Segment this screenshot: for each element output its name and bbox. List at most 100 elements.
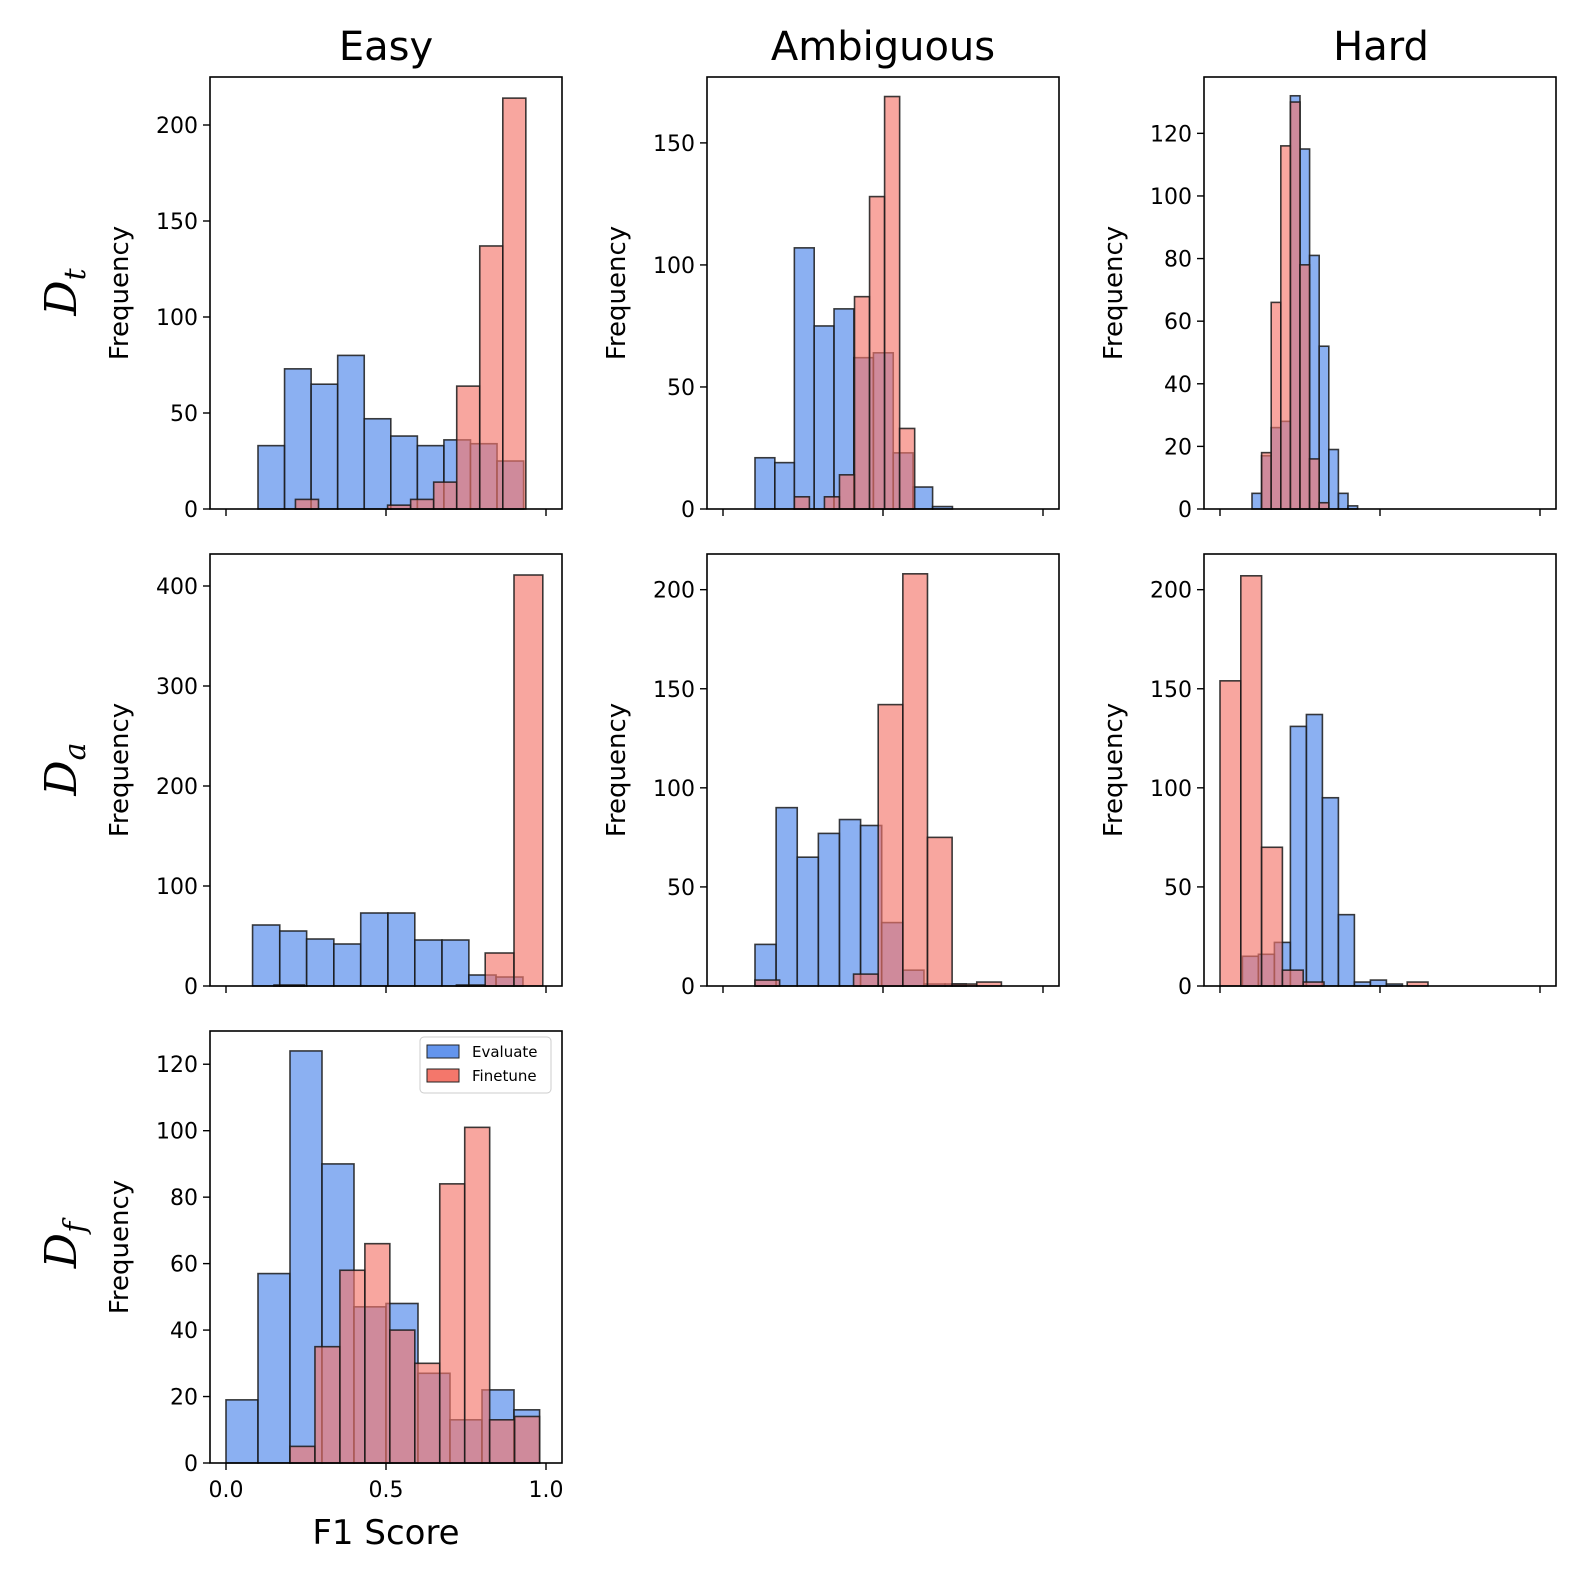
y-tick-label: 150 — [653, 132, 695, 157]
y-axis-label: Frequency — [105, 703, 135, 837]
bar-evaluate — [310, 383, 339, 510]
bar-finetune — [294, 498, 320, 510]
column-title-easy: Easy — [339, 24, 433, 70]
bar-evaluate — [305, 938, 335, 987]
bar-finetune — [1280, 145, 1292, 510]
y-tick-label: 200 — [1150, 579, 1192, 604]
legend-finetune-label: Finetune — [472, 1067, 537, 1085]
bar-finetune — [868, 195, 886, 510]
bar-finetune — [409, 498, 435, 510]
bar-evaluate — [441, 939, 470, 987]
panel-dt-easy: 0 50 100 150 200 Frequency — [105, 76, 563, 523]
bar-evaluate — [754, 456, 776, 510]
bar-finetune — [488, 1419, 516, 1464]
column-title-hard: Hard — [1333, 24, 1429, 70]
bar-finetune — [513, 1415, 541, 1464]
row-label-dt-script: D — [36, 280, 87, 316]
bar-evaluate — [793, 247, 815, 510]
row-label-dt-sub: t — [58, 267, 93, 280]
y-tick-label: 80 — [1164, 248, 1192, 273]
bar-evaluate — [1318, 345, 1330, 510]
bar-finetune — [413, 1362, 441, 1464]
y-tick-label: 100 — [156, 1120, 198, 1145]
bar-finetune — [1281, 969, 1305, 987]
bar-evaluate — [278, 930, 308, 987]
bar-finetune — [1299, 264, 1311, 510]
bar-finetune — [1318, 501, 1330, 510]
bar-finetune — [339, 1269, 366, 1464]
bar-evaluate — [838, 818, 862, 987]
bar-evaluate — [1328, 448, 1340, 510]
bar-evaluate — [1251, 492, 1263, 510]
bar-evaluate — [1289, 725, 1308, 987]
bar-evaluate — [1369, 979, 1388, 987]
row-label-da-sub: a — [58, 742, 93, 760]
y-tick-label: 200 — [156, 114, 198, 139]
y-tick-label: 150 — [1150, 678, 1192, 703]
bar-evaluate — [283, 368, 312, 510]
bar-evaluate — [225, 1399, 259, 1464]
y-tick-label: 40 — [170, 1319, 198, 1344]
y-tick-label: 60 — [170, 1253, 198, 1278]
y-tick-label: 150 — [653, 678, 695, 703]
y-tick-label: 100 — [156, 875, 198, 900]
y-tick-label: 0 — [681, 498, 695, 523]
bar-finetune — [1260, 451, 1272, 510]
y-tick-label: 50 — [667, 376, 695, 401]
bar-finetune — [455, 385, 481, 510]
y-tick-label: 80 — [170, 1186, 198, 1211]
y-tick-label: 0 — [184, 1452, 198, 1477]
bar-finetune — [389, 1329, 416, 1464]
row-label-df: Df — [36, 1217, 93, 1269]
panel-dt-hard: 0 20 40 60 80 100 120 Frequency — [1099, 76, 1557, 523]
bar-finetune — [463, 1126, 491, 1464]
bar-finetune — [883, 95, 901, 510]
bar-finetune — [853, 295, 871, 510]
bar-finetune — [877, 703, 904, 987]
bar-finetune — [364, 1242, 391, 1464]
x-tick-label: 1.0 — [529, 1478, 564, 1503]
y-tick-label: 20 — [170, 1386, 198, 1411]
bar-evaluate — [363, 417, 392, 510]
bar-finetune — [501, 97, 527, 510]
row-label-dt: Dt — [36, 267, 93, 316]
legend-finetune-swatch — [426, 1068, 460, 1083]
x-tick-label: 0.0 — [209, 1478, 244, 1503]
bar-finetune — [1260, 846, 1284, 987]
panel-da-easy: 0 100 200 300 400 Frequency — [105, 553, 563, 1000]
bar-finetune — [754, 979, 781, 987]
y-tick-label: 40 — [1164, 373, 1192, 398]
bar-evaluate — [336, 354, 366, 510]
axes-frame — [1203, 76, 1557, 510]
panel-da-ambiguous: 0 50 100 150 200 Frequency — [602, 553, 1060, 1000]
panel-dt-ambiguous: 0 50 100 150 Frequency — [602, 76, 1060, 523]
y-tick-label: 100 — [1150, 185, 1192, 210]
y-axis-label: Frequency — [1099, 703, 1129, 837]
y-tick-label: 100 — [1150, 777, 1192, 802]
y-tick-label: 0 — [1178, 498, 1192, 523]
bar-finetune — [314, 1345, 341, 1464]
y-tick-label: 0 — [184, 975, 198, 1000]
y-tick-label: 100 — [653, 777, 695, 802]
panels: 050100150200Frequency050100150Frequency0… — [105, 76, 1557, 1503]
y-tick-label: 0 — [681, 975, 695, 1000]
bar-finetune — [1219, 680, 1242, 987]
panel-df-easy: 0 20 40 60 80 100 120 0.0 0.5 1.0 Frequency — [105, 1030, 564, 1503]
bar-finetune — [478, 245, 504, 510]
bar-finetune — [432, 481, 458, 510]
bar-finetune — [438, 1183, 466, 1464]
y-tick-label: 0 — [184, 498, 198, 523]
bar-evaluate — [387, 912, 416, 987]
bar-finetune — [838, 474, 856, 510]
y-tick-label: 120 — [156, 1053, 198, 1078]
bar-evaluate — [912, 486, 934, 510]
y-axis-label: Frequency — [105, 1180, 135, 1314]
bar-evaluate — [1305, 713, 1324, 987]
x-axis-label: F1 Score — [312, 1513, 459, 1553]
y-axis-label: Frequency — [105, 226, 135, 360]
y-tick-label: 60 — [1164, 310, 1192, 335]
y-axis-label: Frequency — [602, 703, 632, 837]
legend-evaluate-swatch — [426, 1044, 460, 1059]
bar-evaluate — [389, 435, 419, 510]
